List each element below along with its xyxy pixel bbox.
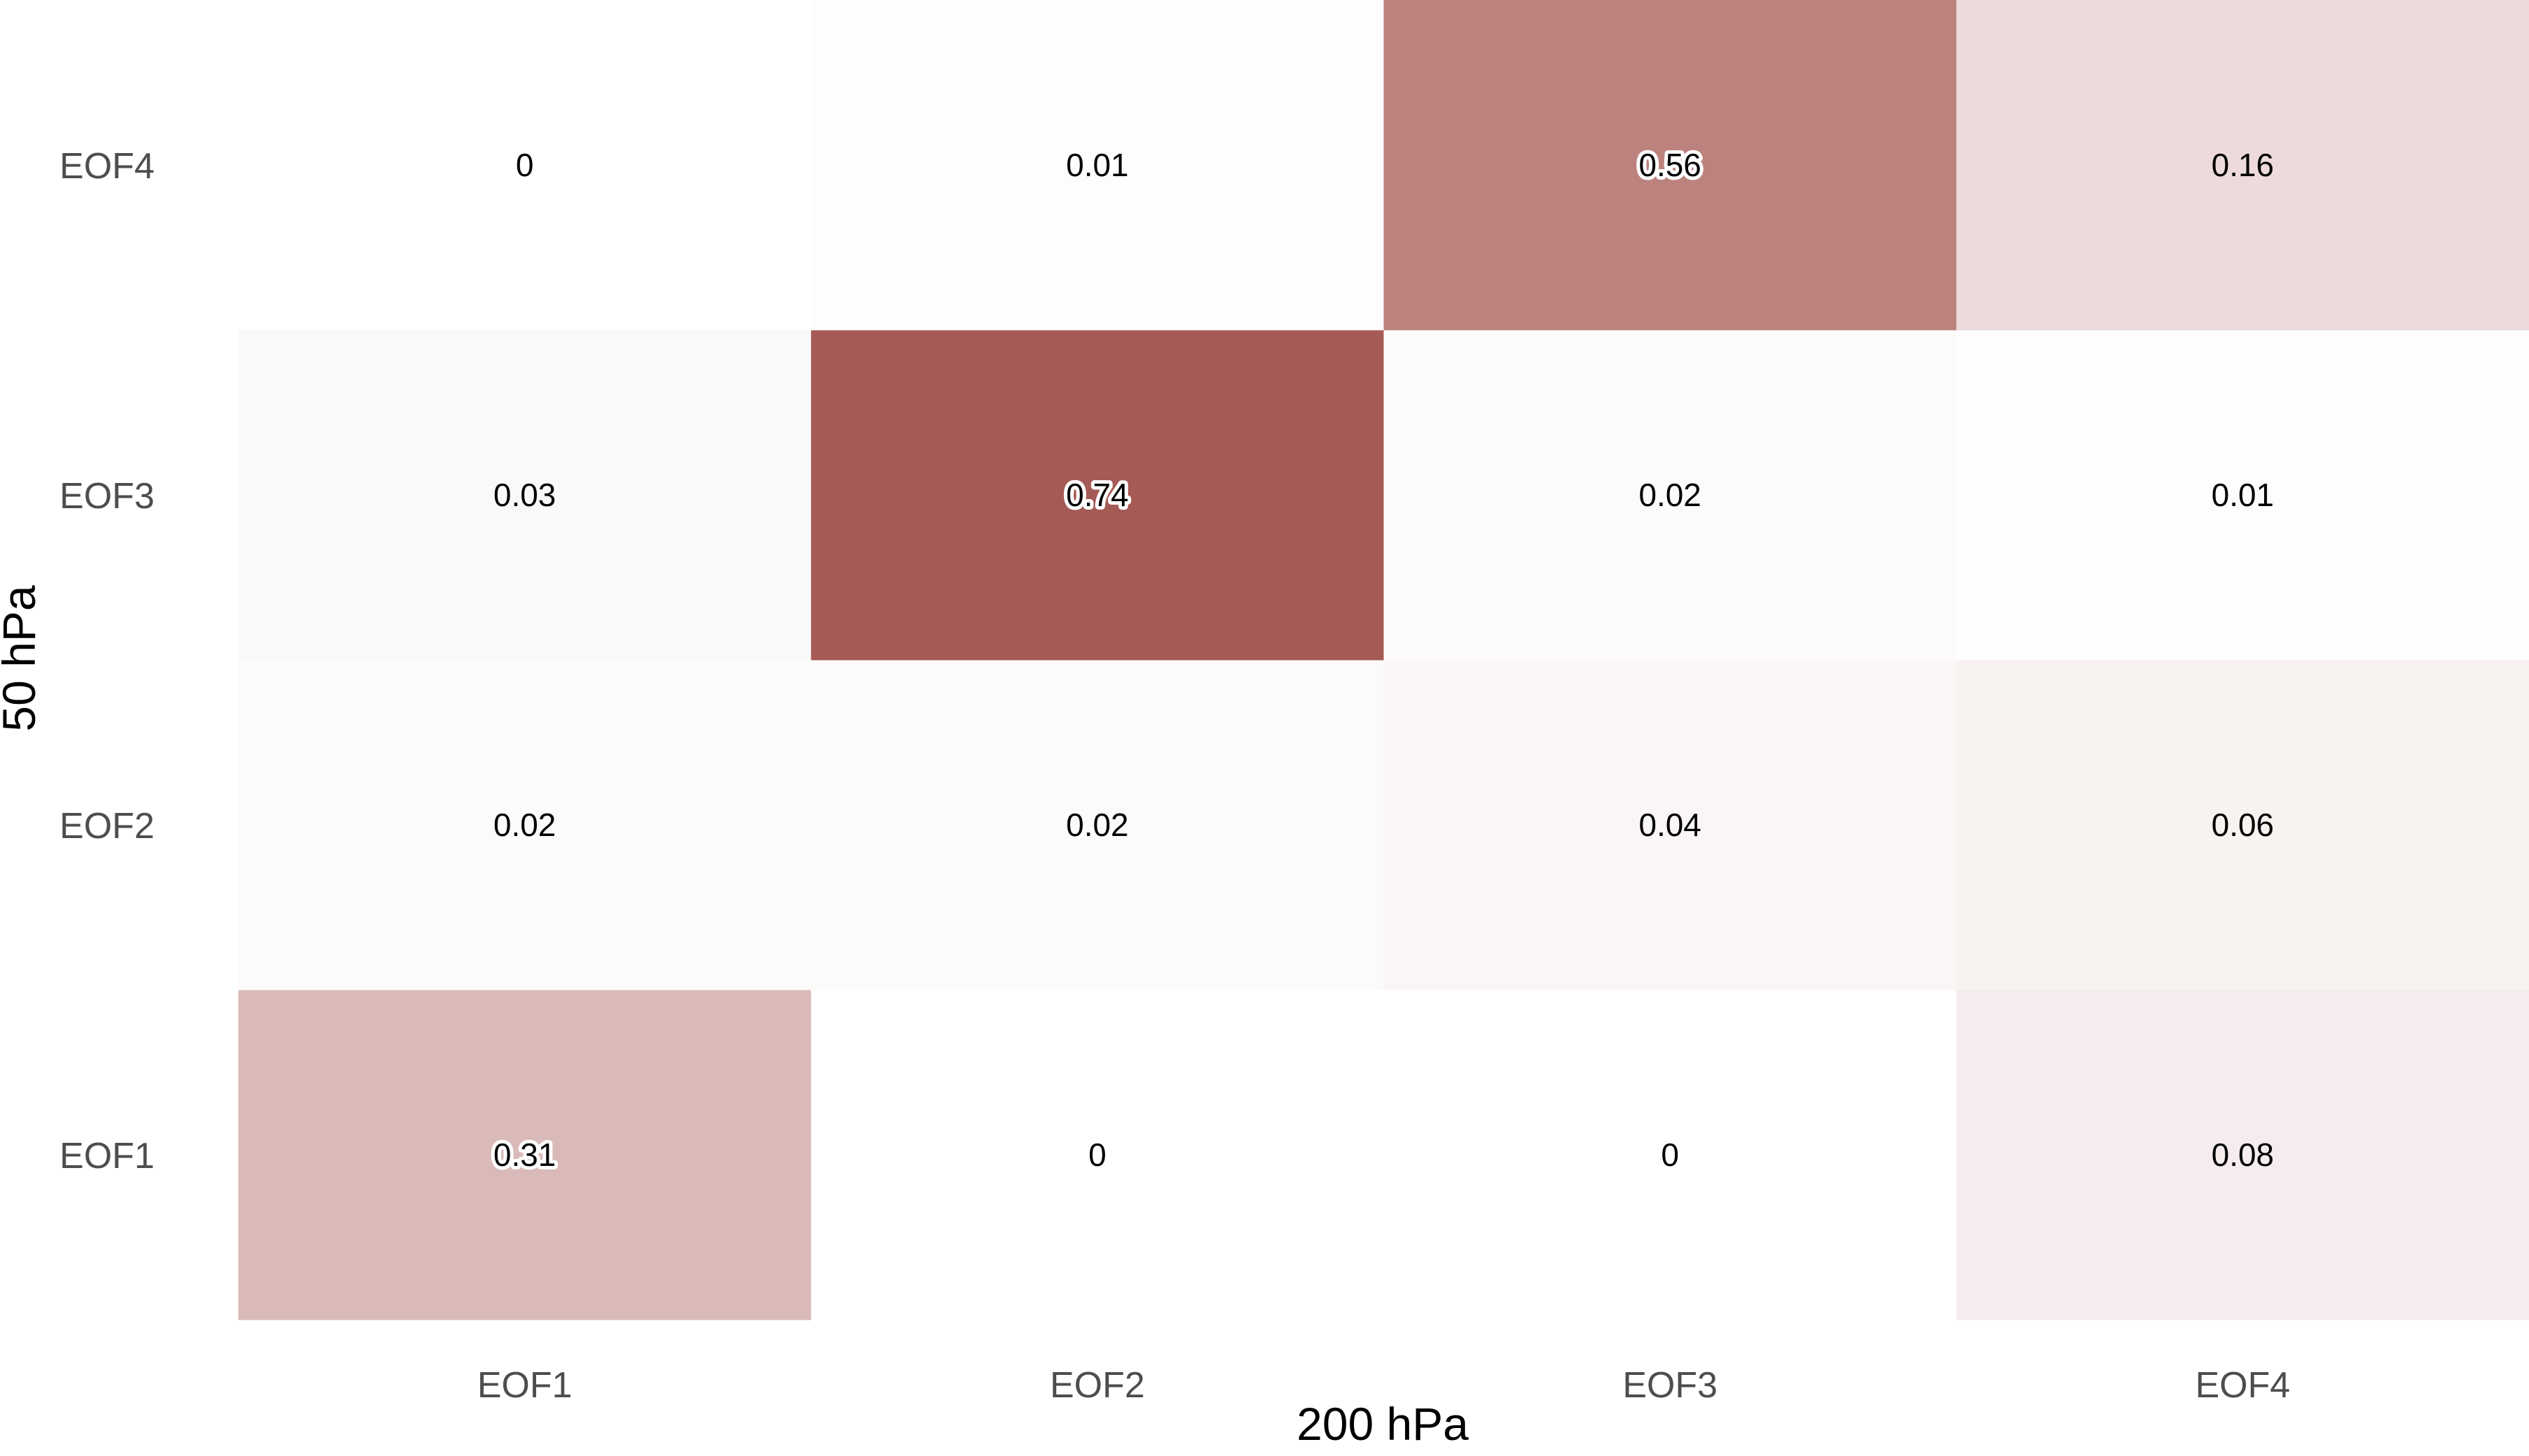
y-axis-tick-labels: EOF1 EOF2 EOF3 EOF4 (59, 146, 154, 1176)
y-axis-title: 50 hPa (0, 585, 45, 731)
heatmap-cell-eof1-eof1 (238, 990, 812, 1320)
cell-value-label: 0.08 (2212, 1137, 2275, 1173)
heatmap-cell-eof2-eof2 (811, 660, 1384, 990)
cell-value-label: 0.02 (493, 807, 556, 843)
heatmap-cell-eof3-eof4 (1956, 330, 2529, 661)
x-axis-tick-labels: EOF1 EOF2 EOF3 EOF4 (477, 1365, 2291, 1406)
heatmap-cells (238, 0, 2529, 1320)
heatmap-cell-eof4-eof2 (811, 0, 1384, 331)
x-tick-label-eof2: EOF2 (1050, 1365, 1145, 1406)
heatmap-cell-eof3-eof2 (811, 330, 1384, 661)
cell-value-label: 0.02 (1638, 477, 1701, 513)
cell-value-label: 0 (1661, 1137, 1679, 1173)
heatmap-cell-eof1-eof4 (1956, 990, 2529, 1320)
heatmap-cell-eof2-eof1 (238, 660, 812, 990)
cell-value-label: 0.01 (1066, 147, 1129, 183)
cell-value-label: 0.56 (1638, 147, 1701, 183)
y-tick-label-eof3: EOF3 (59, 476, 154, 517)
heatmap-cell-eof1-eof3 (1383, 990, 1957, 1320)
cell-value-label: 0 (516, 147, 534, 183)
heatmap-cell-eof4-eof4 (1956, 0, 2529, 331)
cell-value-label: 0.02 (1066, 807, 1129, 843)
x-tick-label-eof4: EOF4 (2195, 1365, 2290, 1406)
x-tick-label-eof1: EOF1 (477, 1365, 572, 1406)
heatmap-cell-eof2-eof3 (1383, 660, 1957, 990)
cell-value-label: 0 (1088, 1137, 1107, 1173)
heatmap-cell-eof3-eof3 (1383, 330, 1957, 661)
heatmap-cell-eof1-eof2 (811, 990, 1384, 1320)
heatmap-cell-eof3-eof1 (238, 330, 812, 661)
y-tick-label-eof2: EOF2 (59, 806, 154, 846)
cell-value-label: 0.03 (493, 477, 556, 513)
x-tick-label-eof3: EOF3 (1622, 1365, 1717, 1406)
cell-value-label: 0.74 (1066, 477, 1129, 513)
heatmap-cell-labels: 0.31 0 0 0.08 0.02 0.02 0.04 0.06 0.03 0.74 0.02 0.… (490, 143, 2275, 1176)
cell-value-label: 0.31 (493, 1137, 556, 1173)
heatmap-cell-eof4-eof3 (1383, 0, 1957, 331)
heatmap-cell-eof2-eof4 (1956, 660, 2529, 990)
x-axis-title: 200 hPa (1297, 1398, 1469, 1450)
cell-value-label: 0.04 (1638, 807, 1701, 843)
y-tick-label-eof4: EOF4 (59, 146, 154, 187)
heatmap-cell-eof4-eof1 (238, 0, 812, 331)
cell-value-label: 0.06 (2212, 807, 2275, 843)
cell-value-label: 0.01 (2212, 477, 2275, 513)
cell-value-label: 0.16 (2212, 147, 2275, 183)
y-tick-label-eof1: EOF1 (59, 1136, 154, 1176)
